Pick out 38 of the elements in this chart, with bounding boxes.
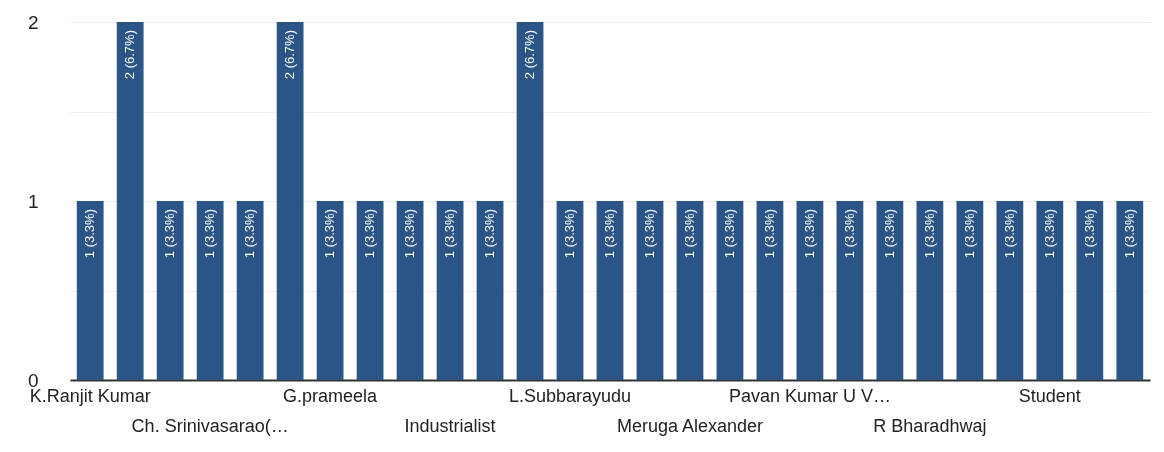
y-tick-label: 2	[27, 11, 39, 33]
data-label: 1 (3.3%)	[681, 209, 697, 259]
data-label: 1 (3.3%)	[881, 209, 897, 259]
x-tick-label: R Bharadhwaj	[873, 416, 987, 436]
data-label: 1 (3.3%)	[162, 209, 178, 259]
data-label: 1 (3.3%)	[1001, 209, 1017, 259]
data-label: 1 (3.3%)	[322, 209, 338, 259]
data-label: 1 (3.3%)	[1041, 209, 1057, 259]
x-tick-label: Meruga Alexander	[616, 416, 764, 436]
data-label: 1 (3.3%)	[761, 209, 777, 259]
data-label: 1 (3.3%)	[482, 209, 498, 259]
x-tick-label: G.prameela	[283, 386, 379, 406]
data-label: 1 (3.3%)	[921, 209, 937, 259]
data-label: 1 (3.3%)	[641, 209, 657, 259]
data-label: 1 (3.3%)	[1081, 209, 1097, 259]
x-tick-label: K.Ranjit Kumar	[29, 386, 151, 406]
x-tick-label: Pavan Kumar U V…	[728, 386, 891, 406]
data-label: 1 (3.3%)	[721, 209, 737, 259]
y-tick-label: 1	[27, 190, 39, 212]
x-tick-label: Student	[1018, 386, 1081, 406]
x-tick-label: L.Subbarayudu	[508, 386, 632, 406]
data-label: 1 (3.3%)	[202, 209, 218, 259]
data-label: 1 (3.3%)	[602, 209, 617, 259]
data-label: 2 (6.7%)	[282, 30, 298, 80]
data-label: 1 (3.3%)	[362, 209, 378, 259]
data-label: 1 (3.3%)	[801, 209, 817, 259]
data-label: 2 (6.7%)	[522, 30, 538, 80]
data-label: 1 (3.3%)	[242, 209, 258, 259]
data-label: 2 (6.7%)	[122, 30, 138, 80]
data-label: 1 (3.3%)	[402, 209, 418, 259]
x-tick-label: Industrialist	[404, 416, 496, 436]
data-label: 1 (3.3%)	[562, 209, 578, 259]
x-tick-label: Ch. Srinivasarao(…	[131, 416, 289, 436]
data-label: 1 (3.3%)	[82, 209, 98, 259]
data-label: 1 (3.3%)	[961, 209, 977, 259]
data-label: 1 (3.3%)	[841, 209, 857, 259]
data-label: 1 (3.3%)	[442, 209, 458, 259]
data-label: 1 (3.3%)	[1121, 209, 1137, 259]
